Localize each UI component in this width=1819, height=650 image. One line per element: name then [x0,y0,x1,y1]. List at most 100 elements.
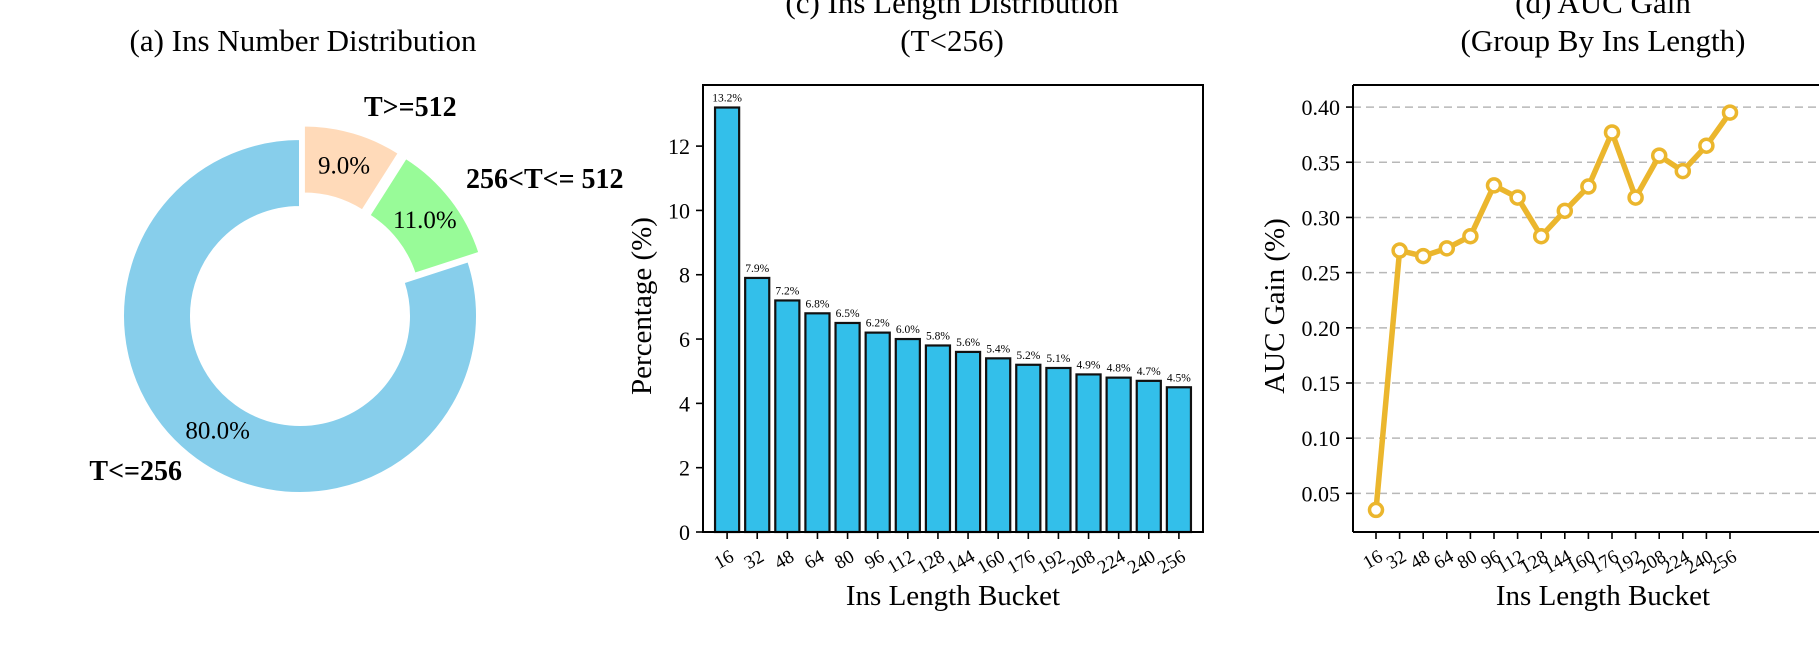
bar-y-axis-label: Percentage (%) [626,217,658,395]
line-panel: (d) AUC Gain (Group By Ins Length) 0.05 0… [1259,0,1819,612]
bar-value-label: 5.6% [956,337,980,349]
bar-y-tick-label: 0 [679,520,690,545]
line-point [1721,104,1739,121]
donut-slice-label: T>=512 [364,92,457,123]
line-point [1698,137,1715,154]
line-x-tick-label: 32 [1383,546,1410,574]
line-point [1414,247,1432,265]
bar-value-label: 4.7% [1137,366,1161,378]
bar [1165,386,1193,534]
bar-x-axis-label: Ins Length Bucket [846,580,1060,612]
bar-x-tick-label: 128 [913,546,948,578]
line-title-line2: (Group By Ins Length) [1461,23,1746,58]
bar-y-tick-label: 10 [668,198,690,223]
bar-y-tick-label: 12 [668,134,690,159]
donut-slice-label: 256<T<= 512 [466,164,624,195]
bar [1075,373,1102,534]
bar-x-tick-label: 48 [771,546,798,574]
bar [744,276,771,534]
line-x-tick-label: 16 [1360,546,1387,574]
bar-y-tick-label: 4 [679,391,690,416]
line-x-tick-label: 48 [1407,546,1434,574]
line-point [1462,227,1479,245]
line-title-line1: (d) AUC Gain [1515,0,1691,20]
bar-x-tick-label: 192 [1034,546,1069,578]
bar-value-label: 4.8% [1107,363,1131,375]
bar-plot: 0 2 4 6 8 10 12 13.2% 16 7.9% 32 7.2% 48 6.8% 64 6.5% 80… [668,84,1204,579]
bar-value-label: 7.2% [775,285,799,297]
line-y-axis-label: AUC Gain (%) [1259,218,1291,394]
bar-value-label: 7.9% [745,263,769,275]
line-point [1674,162,1692,180]
line-x-tick-label: 64 [1430,546,1457,574]
bar-x-tick-label: 80 [831,546,858,574]
bar-x-tick-label: 208 [1064,546,1099,578]
bar-value-label: 13.2% [712,93,742,105]
bar-value-label: 5.2% [1016,350,1040,362]
donut-slice-percent: 11.0% [393,207,457,234]
line-y-tick-label: 0.35 [1302,150,1341,175]
line-point [1580,178,1597,195]
line-point [1627,189,1644,206]
bar-x-tick-label: 240 [1124,546,1159,578]
bar-value-label: 5.1% [1046,353,1070,365]
bar-x-tick-label: 32 [741,546,768,574]
bar-value-label: 4.5% [1167,372,1191,384]
donut-slice-label: T<=256 [89,456,182,487]
donut-slice-percent: 80.0% [185,417,250,444]
bar-value-label: 6.5% [836,308,860,320]
line-y-tick-label: 0.05 [1302,481,1341,506]
bar-x-tick-label: 256 [1154,546,1189,578]
line-point [1556,202,1574,220]
bar-title-line1: (c) Ins Length Distribution [785,0,1119,20]
bar-value-label: 6.0% [896,324,920,336]
bar-x-tick-label: 64 [801,546,828,574]
bar [1105,376,1132,534]
line-point [1367,501,1385,519]
bar [713,106,741,534]
bar-y-tick-label: 6 [679,327,690,352]
line-x-tick-label: 80 [1454,546,1481,574]
donut-slice [302,124,401,212]
bar [774,299,801,534]
donut-labels: 9.0% T>=512 11.0% 256<T<= 512 80.0%T<=256 [89,92,623,487]
line-plot: 0.05 0.10 0.15 0.20 0.25 0.30 0.35 0.40 16324864… [1302,84,1819,579]
line-y-tick-label: 0.10 [1302,426,1341,451]
bar [894,337,921,534]
donut-panel: (a) Ins Number Distribution 9.0% T>=512 11… [89,23,624,494]
bar-value-label: 6.2% [866,318,890,330]
bar-value-label: 5.4% [986,343,1010,355]
bar [985,357,1012,534]
line-point [1532,227,1550,245]
donut-slices [122,124,481,494]
bar-value-label: 5.8% [926,330,950,342]
bar [834,321,861,534]
bar [1045,366,1072,534]
line-point [1650,147,1668,164]
bar-panel: (c) Ins Length Distribution (T<256) 0 2 4 6… [626,0,1204,612]
line-x-tick-label: 256 [1705,546,1740,578]
line-point [1603,124,1621,141]
bar [864,331,891,534]
donut-slice [122,137,478,494]
bar-y-tick-label: 2 [679,456,690,481]
bar [804,312,831,534]
line-point [1485,177,1503,194]
line-point [1438,240,1456,257]
bar [1015,363,1042,534]
bar [954,350,982,534]
line-x-axis-label: Ins Length Bucket [1496,580,1710,612]
line-point [1391,242,1408,259]
bar-x-tick-label: 160 [973,546,1008,578]
line-y-tick-label: 0.25 [1302,261,1341,286]
bar-plot-frame [702,84,1204,533]
bar-x-tick-label: 112 [884,546,919,578]
line-y-tick-label: 0.30 [1302,205,1341,230]
line-series [1373,110,1733,511]
line-y-tick-label: 0.40 [1302,95,1341,120]
bar-title-line2: (T<256) [900,23,1004,58]
bar-value-label: 6.8% [805,298,829,310]
donut-title: (a) Ins Number Distribution [130,23,477,58]
bar-x-tick-label: 16 [711,546,738,574]
